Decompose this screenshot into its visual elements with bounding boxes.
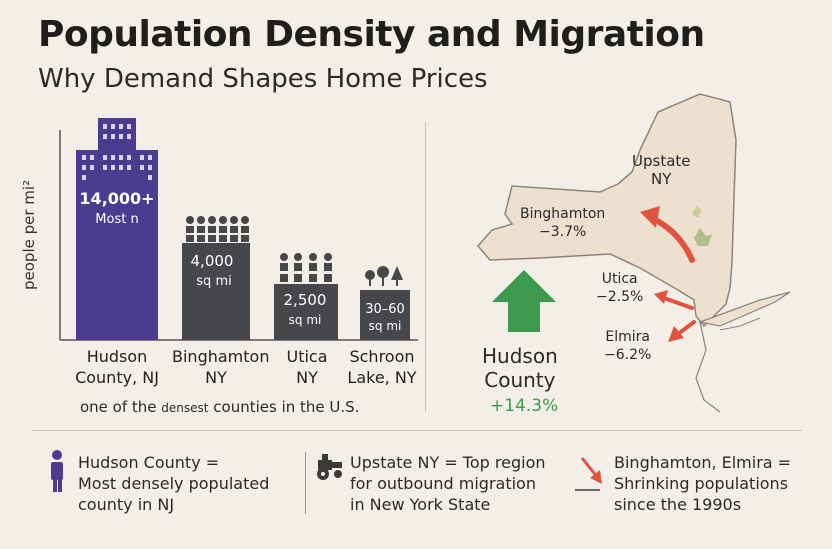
footnote-part-3: counties in the U.S. <box>208 398 360 416</box>
bar-binghamton-body <box>182 243 250 340</box>
legend-item-shrinking: Binghamton, Elmira = Shrinking populatio… <box>614 453 792 514</box>
adirondack-marker <box>694 228 712 246</box>
category-label-utica: Utica NY <box>286 347 328 387</box>
red-arrow-icon <box>575 457 602 491</box>
coast-outline <box>719 317 761 331</box>
page-subtitle: Why Demand Shapes Home Prices <box>38 64 488 94</box>
map-label-upstate: Upstate NY <box>632 152 691 188</box>
bar-label-hudson-sub: Most n <box>95 212 138 227</box>
building-windows <box>82 124 152 180</box>
bar-schroon-body <box>360 290 410 340</box>
crowd-icon <box>186 216 249 242</box>
bar-label-hudson-value: 14,000+ <box>79 189 154 208</box>
category-label-schroon: Schroon Lake, NY <box>347 347 417 387</box>
trees-icon <box>365 266 403 286</box>
chart-footnote: one of the densest counties in the U.S. <box>80 398 359 416</box>
utica-arrow <box>662 296 694 310</box>
hudson-county-change: +14.3% <box>490 396 559 416</box>
map-label-binghamton: Binghamton −3.7% <box>520 206 606 240</box>
footnote-part-1: one of the <box>80 398 162 416</box>
small-marker <box>692 206 702 218</box>
bar-utica <box>274 253 338 340</box>
bar-utica-body <box>274 284 338 340</box>
bar-label-binghamton-value: 4,000 <box>191 252 234 270</box>
nj-outline <box>695 321 721 413</box>
map-label-elmira: Elmira −6.2% <box>604 329 652 363</box>
small-crowd-icon <box>280 253 332 282</box>
category-label-binghamton: Binghamton NY <box>172 347 270 387</box>
hudson-county-title: Hudson County <box>482 344 558 392</box>
utica-arrowhead <box>654 290 668 304</box>
elmira-arrow <box>676 320 696 336</box>
legend-separator-1 <box>305 452 306 514</box>
bar-label-utica-sub: sq mi <box>289 313 322 327</box>
long-island <box>697 291 791 327</box>
bar-label-schroon-sub: sq mi <box>369 319 402 333</box>
bar-label-schroon-value: 30–60 <box>365 302 405 317</box>
bar-label-binghamton-sub: sq mi <box>196 274 231 289</box>
bar-label-utica-value: 2,500 <box>284 291 327 309</box>
person-icon <box>51 450 63 492</box>
legend-item-upstate: Upstate NY = Top region for outbound mig… <box>350 453 546 514</box>
page-title: Population Density and Migration <box>38 14 705 55</box>
category-label-hudson: Hudson County, NJ <box>75 347 159 387</box>
ny-state-map <box>477 93 737 328</box>
legend-item-hudson: Hudson County = Most densely populated c… <box>78 453 270 514</box>
bar-schroon <box>360 266 410 340</box>
bar-hudson-body <box>76 150 158 340</box>
legend-divider <box>32 430 802 431</box>
tractor-icon <box>317 454 342 480</box>
elmira-arrowhead <box>668 326 684 342</box>
bar-hudson <box>76 118 158 340</box>
footnote-part-2: densest <box>161 401 209 415</box>
bar-binghamton <box>182 216 250 340</box>
map-label-utica: Utica −2.5% <box>596 271 644 305</box>
section-divider <box>425 122 426 412</box>
hudson-up-arrow <box>492 270 556 332</box>
binghamton-arrowhead <box>640 206 660 228</box>
